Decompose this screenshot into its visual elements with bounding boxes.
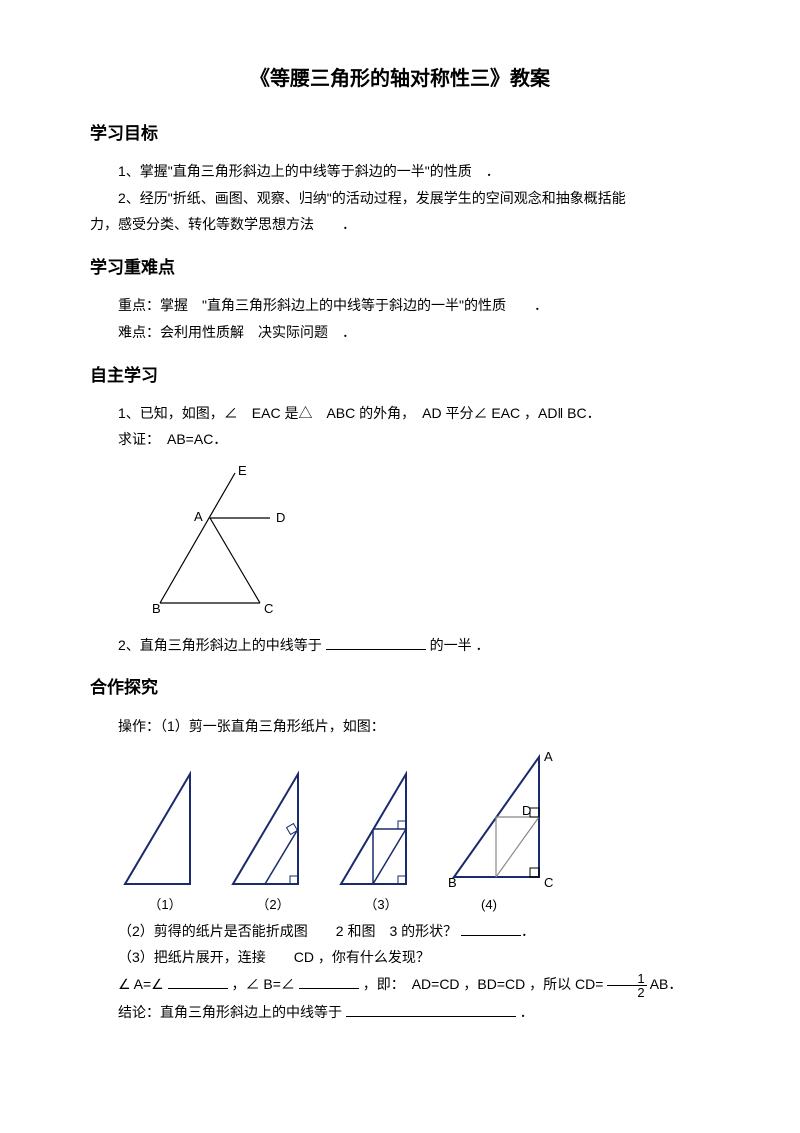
page-title: 《等腰三角形的轴对称性三》教案 — [90, 60, 710, 98]
blank-input[interactable] — [326, 635, 426, 650]
selfstudy-q1b: 求证： AB=AC． — [90, 426, 710, 453]
coop-op1: 操作：（1）剪一张直角三角形纸片，如图： — [90, 713, 710, 740]
svg-text:E: E — [238, 463, 247, 478]
coop-q3: （3）把纸片展开，连接 CD ，你有什么发现？ — [90, 944, 710, 971]
svg-text:D: D — [522, 803, 531, 818]
difficulty: 难点：会利用性质解 决实际问题 ． — [90, 319, 710, 346]
selfstudy-q1a: 1、已知，如图，∠ EAC 是△ ABC 的外角， AD 平分∠ EAC ，AD… — [90, 400, 710, 427]
triangle-2 — [228, 769, 318, 889]
svg-text:C: C — [264, 601, 273, 613]
selfstudy-q2: 2、直角三角形斜边上的中线等于 的一半 ． — [90, 632, 710, 659]
triangle-row: A D B C — [120, 749, 710, 889]
blank-input[interactable] — [168, 974, 228, 989]
svg-text:D: D — [276, 510, 285, 525]
goal-item-2b: 力，感受分类、转化等数学思想方法 ． — [90, 211, 710, 238]
triangle-labels: （1） （2） （3） (4) — [120, 893, 710, 918]
blank-input[interactable] — [299, 974, 359, 989]
section-keydiff-head: 学习重难点 — [90, 252, 710, 284]
svg-text:C: C — [544, 875, 553, 889]
keypoint: 重点：掌握 "直角三角形斜边上的中线等于斜边的一半"的性质 ． — [90, 292, 710, 319]
coop-q2: （2）剪得的纸片是否能折成图 2 和图 3 的形状？ ． — [90, 918, 710, 945]
svg-text:B: B — [448, 875, 457, 889]
goal-item-1: 1、掌握"直角三角形斜边上的中线等于斜边的一半"的性质 ． — [90, 158, 710, 185]
svg-text:A: A — [194, 509, 203, 524]
coop-conclusion: 结论：直角三角形斜边上的中线等于 ． — [90, 999, 710, 1026]
blank-input[interactable] — [461, 921, 521, 936]
triangle-4: A D B C — [444, 749, 574, 889]
section-coop-head: 合作探究 — [90, 672, 710, 704]
section-goal-head: 学习目标 — [90, 118, 710, 150]
figure-1: E A D B C — [150, 463, 710, 622]
section-selfstudy-head: 自主学习 — [90, 360, 710, 392]
fraction-half: 12 — [607, 972, 646, 999]
blank-input[interactable] — [346, 1002, 516, 1017]
svg-text:B: B — [152, 601, 161, 613]
triangle-3 — [336, 769, 426, 889]
triangle-1 — [120, 769, 210, 889]
svg-text:A: A — [544, 749, 553, 764]
goal-item-2a: 2、经历"折纸、画图、观察、归纳"的活动过程，发展学生的空间观念和抽象概括能 — [90, 185, 710, 212]
coop-q4: ∠ A=∠ ，∠ B=∠ ，即： AD=CD ，BD=CD ，所以 CD= 12… — [90, 971, 710, 999]
